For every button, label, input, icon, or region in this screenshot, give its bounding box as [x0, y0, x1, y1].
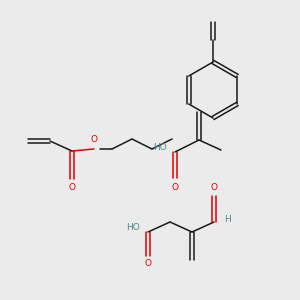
Text: O: O	[68, 184, 76, 193]
Text: HO: HO	[153, 143, 167, 152]
Text: O: O	[91, 134, 98, 143]
Text: O: O	[145, 260, 152, 268]
Text: O: O	[211, 182, 218, 191]
Text: H: H	[224, 215, 231, 224]
Text: O: O	[172, 182, 178, 191]
Text: HO: HO	[126, 224, 140, 232]
